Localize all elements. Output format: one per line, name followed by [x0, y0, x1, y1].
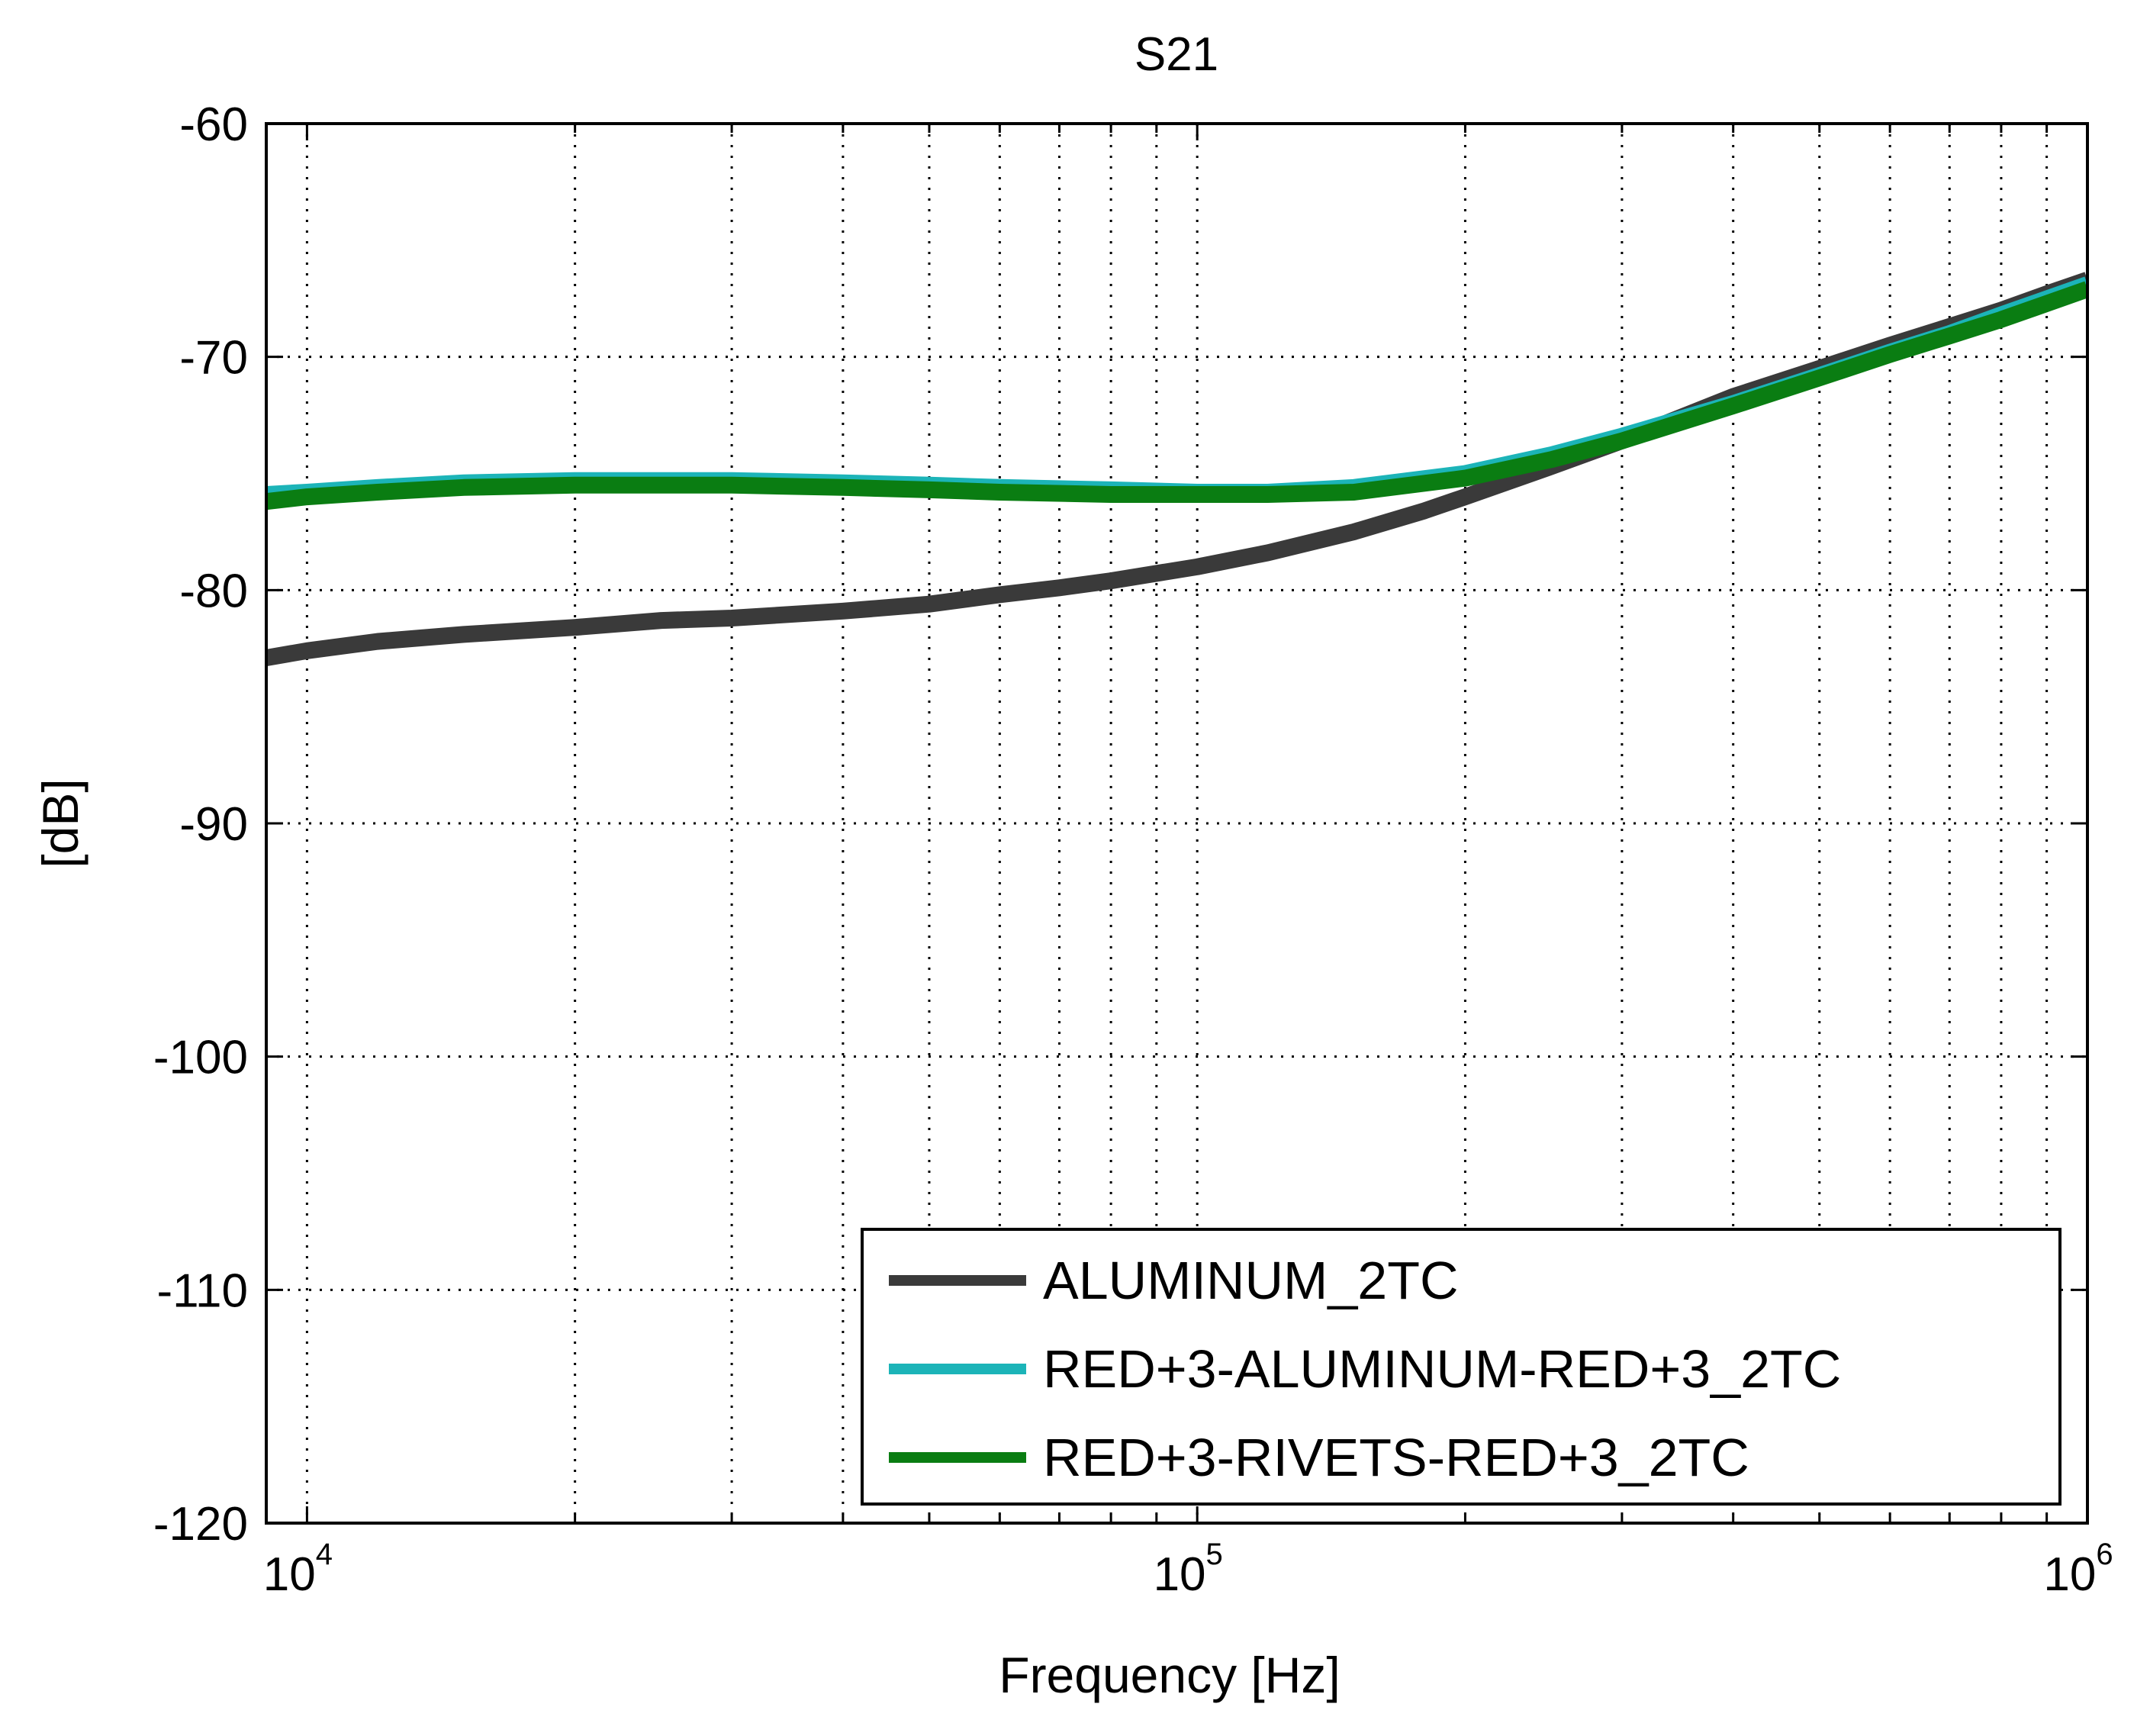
y-tick-label: -80 — [179, 565, 248, 617]
y-tick-label: -60 — [179, 98, 248, 151]
x-tick-label: 106 — [2043, 1538, 2113, 1601]
x-tick-exponent: 5 — [1206, 1538, 1223, 1571]
x-tick-base: 10 — [2043, 1548, 2096, 1601]
x-tick-labels: 104 105 106 — [263, 1538, 2113, 1601]
y-tick-label: -100 — [153, 1032, 248, 1084]
x-tick-exponent: 6 — [2096, 1538, 2113, 1571]
legend-label-3: RED+3-RIVETS-RED+3_2TC — [1043, 1428, 1749, 1487]
x-tick-label: 104 — [263, 1538, 333, 1601]
chart-title: S21 — [1135, 28, 1218, 81]
x-axis-label: Frequency [Hz] — [999, 1647, 1341, 1703]
x-tick-base: 10 — [1154, 1548, 1206, 1601]
legend-entries: ALUMINUM_2TC RED+3-ALUMINUM-RED+3_2TC RED+… — [889, 1251, 1841, 1487]
legend-label-2: RED+3-ALUMINUM-RED+3_2TC — [1043, 1339, 1841, 1399]
y-tick-labels: -60 -70 -80 -90 -100 -110 -120 — [153, 98, 248, 1551]
y-axis-label: [dB] — [32, 778, 89, 868]
series-layer — [266, 272, 2087, 666]
legend: ALUMINUM_2TC RED+3-ALUMINUM-RED+3_2TC RED+… — [861, 1228, 2061, 1506]
legend-label-1: ALUMINUM_2TC — [1043, 1251, 1459, 1310]
x-tick-exponent: 4 — [316, 1538, 333, 1571]
x-tick-base: 10 — [263, 1548, 316, 1601]
x-tick-label: 105 — [1154, 1538, 1223, 1601]
y-tick-label: -110 — [157, 1264, 249, 1317]
series-line-3 — [266, 281, 2087, 510]
y-tick-label: -120 — [153, 1498, 248, 1551]
y-tick-label: -90 — [179, 798, 248, 851]
legend-box — [861, 1228, 2061, 1506]
y-tick-label: -70 — [179, 332, 248, 385]
ticks — [266, 122, 2087, 1525]
